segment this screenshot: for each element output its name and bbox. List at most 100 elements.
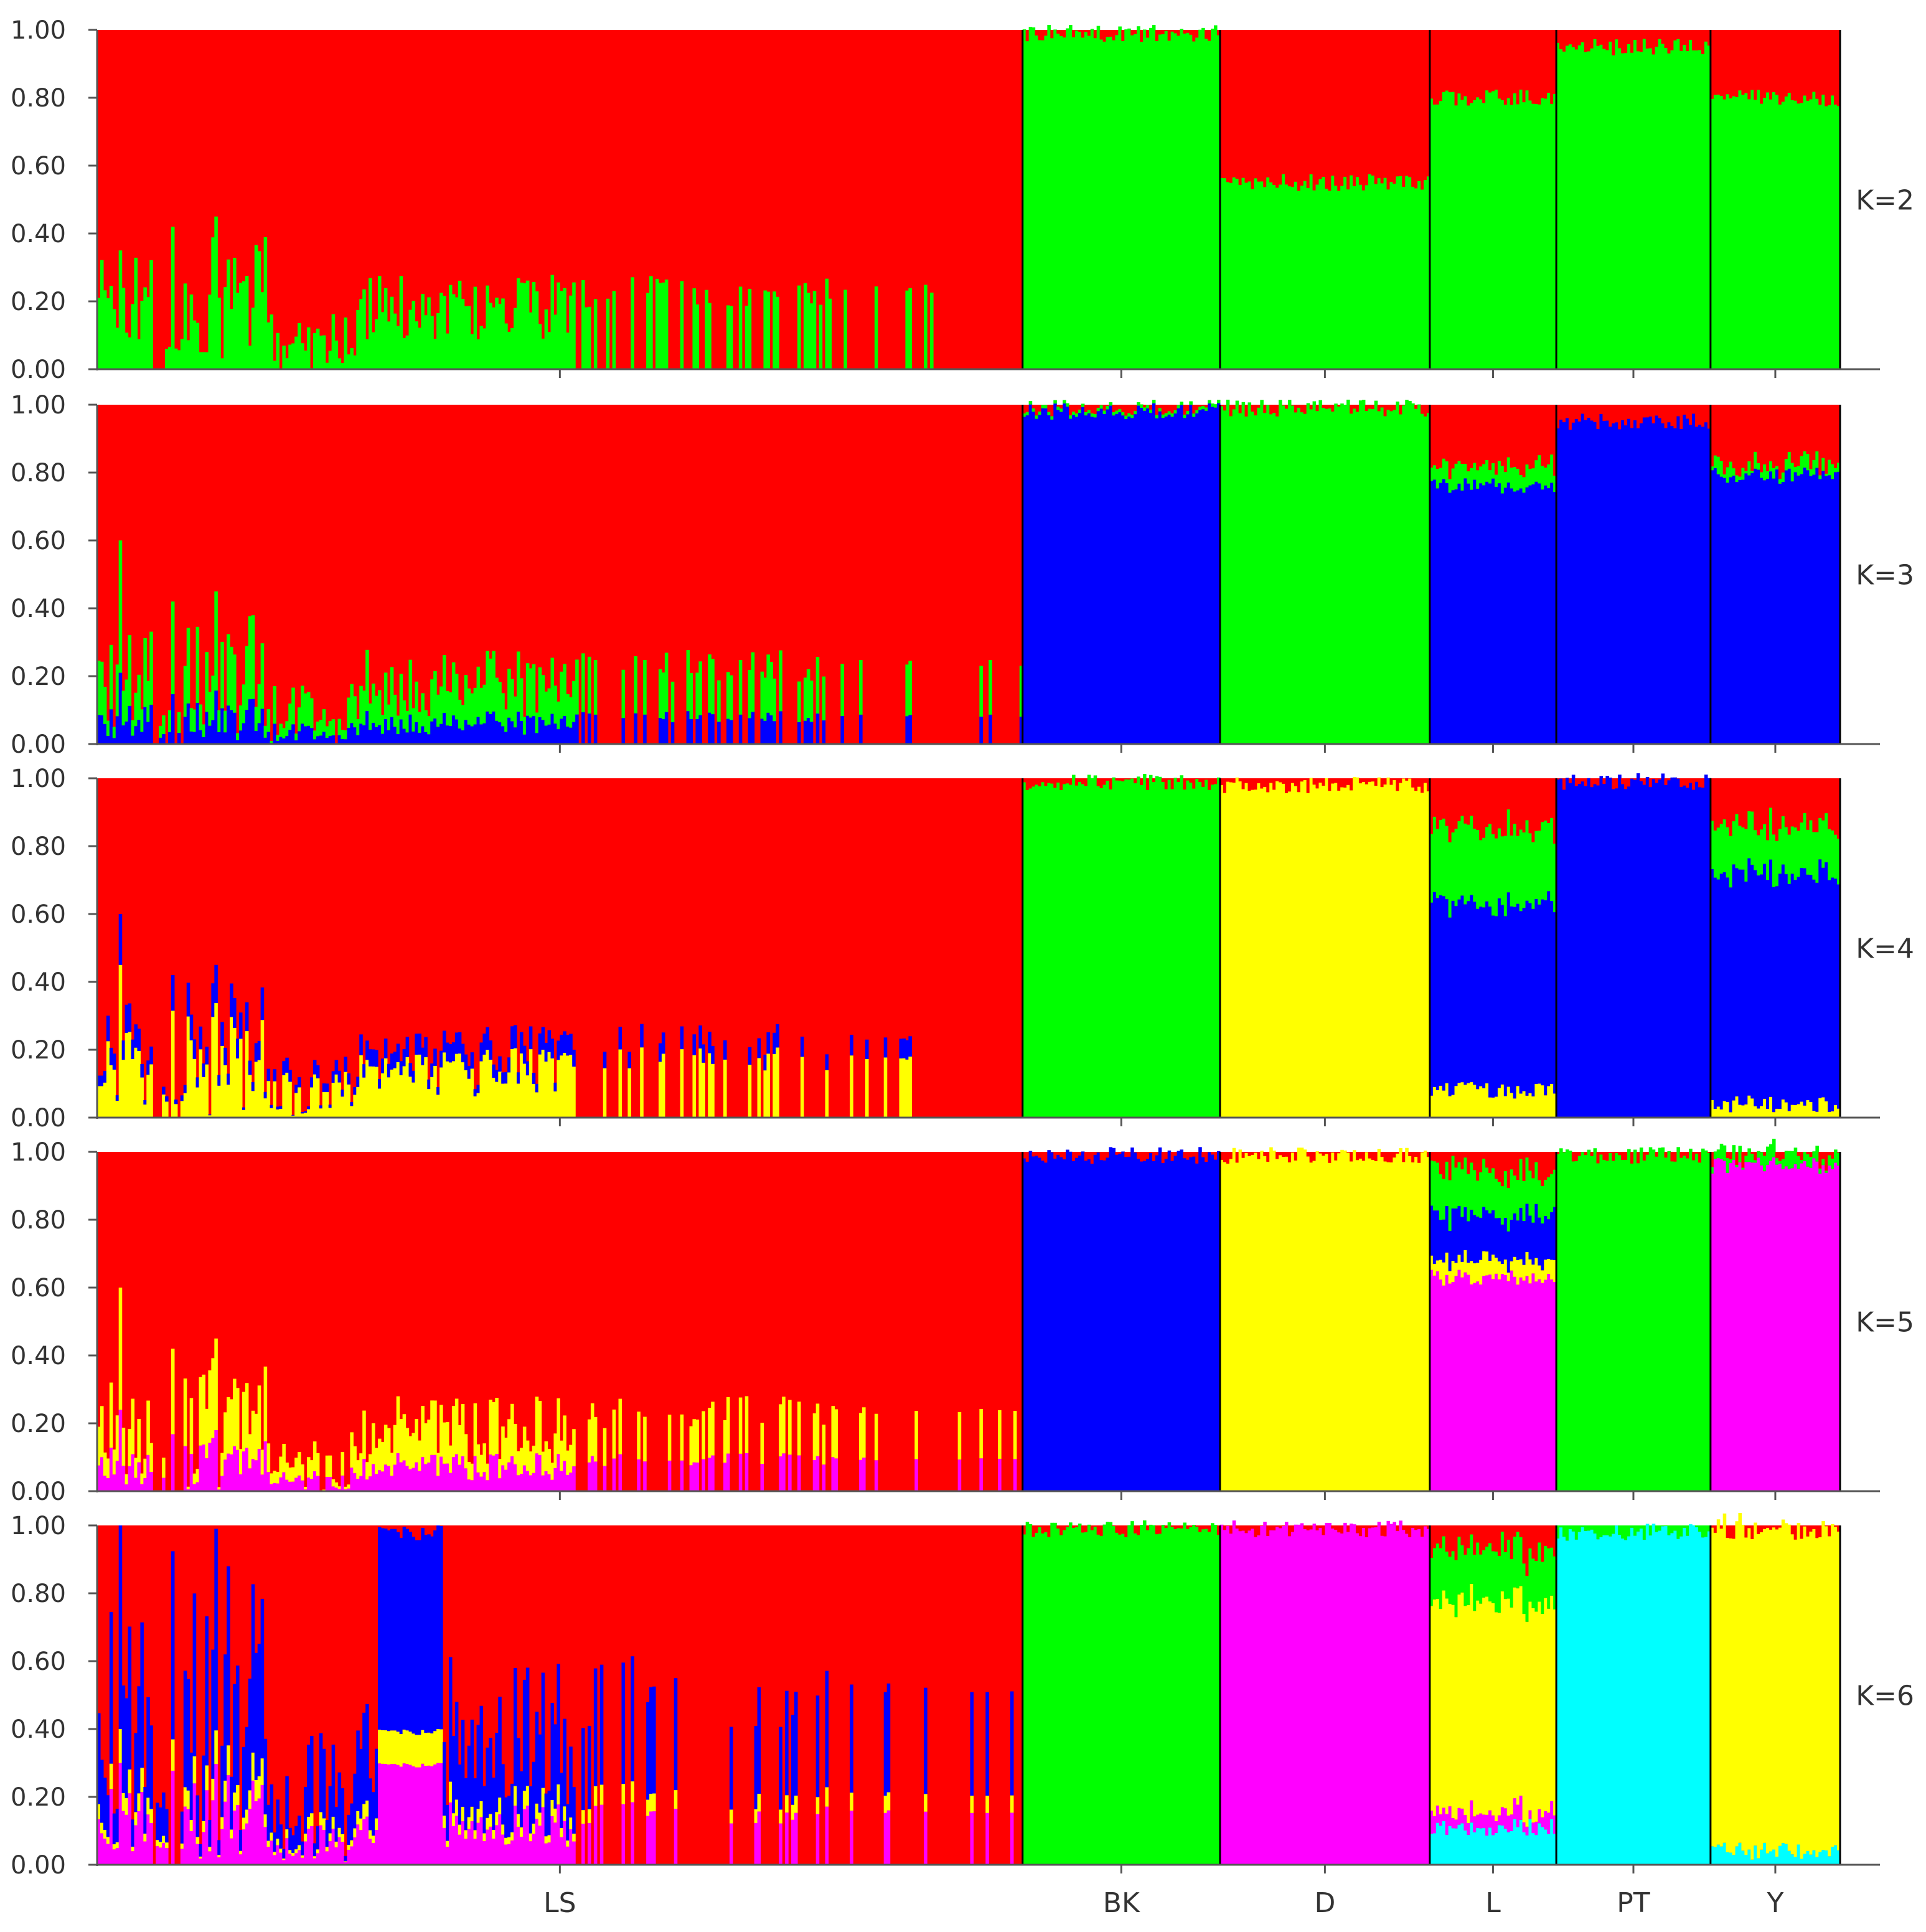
bar-segment <box>482 328 487 369</box>
bar-segment <box>1340 778 1344 788</box>
bar-segment <box>1238 778 1243 781</box>
bar-segment <box>1269 1147 1273 1491</box>
bar-segment <box>1451 490 1455 744</box>
panel-k6: 0.000.200.400.600.801.00K=6 <box>11 1512 1914 1880</box>
bar-segment <box>674 1809 678 1865</box>
bar-segment <box>100 1075 104 1086</box>
bar-segment <box>356 735 360 744</box>
bar-segment <box>482 1443 487 1473</box>
bar-segment <box>1550 454 1554 483</box>
bar-segment <box>643 659 647 715</box>
bar-segment <box>301 1113 304 1118</box>
bar-segment <box>680 1026 684 1050</box>
bar-segment <box>519 721 524 744</box>
bar-segment <box>1451 1208 1455 1261</box>
bar-segment <box>418 327 421 369</box>
bar-segment <box>1550 901 1554 1084</box>
bar-segment <box>273 1852 277 1855</box>
bar-segment <box>1442 1285 1446 1491</box>
bar-segment <box>162 1458 166 1478</box>
bar-segment <box>1522 1265 1526 1281</box>
bar-segment <box>1177 781 1181 1118</box>
bar-segment <box>396 326 400 369</box>
bar-segment <box>1793 1147 1798 1164</box>
bar-segment <box>708 712 712 744</box>
bar-segment <box>1318 1153 1323 1491</box>
bar-segment <box>1630 1527 1634 1865</box>
bar-segment <box>1744 1152 1748 1156</box>
bar-segment <box>254 707 258 732</box>
bar-segment <box>1284 30 1289 185</box>
bar-segment <box>418 1054 421 1118</box>
bar-segment <box>242 1110 246 1118</box>
bar-segment <box>825 1054 829 1070</box>
bar-segment <box>1541 1525 1544 1562</box>
bar-segment <box>1050 1152 1054 1491</box>
bar-segment <box>1544 1095 1548 1118</box>
bar-segment <box>905 290 909 369</box>
bar-segment <box>1350 413 1353 744</box>
bar-segment <box>1069 405 1073 416</box>
bar-segment <box>1787 778 1792 835</box>
bar-segment <box>1167 405 1172 412</box>
bar-segment <box>1279 1525 1282 1529</box>
bar-segment <box>1137 1535 1140 1865</box>
bar-segment <box>528 1841 533 1865</box>
bar-segment <box>266 322 271 369</box>
bar-segment <box>658 1043 662 1062</box>
bar-segment <box>473 1089 477 1096</box>
bar-segment <box>1432 778 1437 817</box>
bar-segment <box>689 719 693 744</box>
bar-segment <box>306 1109 311 1118</box>
bar-segment <box>159 1842 162 1848</box>
bar-segment <box>1781 472 1785 483</box>
bar-segment <box>359 1055 363 1118</box>
bar-segment <box>1531 405 1535 469</box>
bar-segment <box>1279 1528 1282 1865</box>
bar-segment <box>1405 1534 1409 1865</box>
bar-segment <box>1066 403 1069 407</box>
bar-segment <box>372 332 375 369</box>
bar-segment <box>1630 405 1634 428</box>
bar-segment <box>1760 472 1764 478</box>
bar-segment <box>1763 1156 1767 1172</box>
bar-segment <box>1837 463 1841 472</box>
bar-segment <box>1213 778 1218 785</box>
bar-segment <box>1112 1147 1116 1491</box>
bar-segment <box>1282 1157 1285 1491</box>
bar-segment <box>319 720 323 736</box>
bar-segment <box>1642 39 1646 370</box>
bar-segment <box>590 1403 594 1456</box>
bar-segment <box>1374 1152 1378 1161</box>
bar-segment <box>1556 405 1560 429</box>
bar-segment <box>1439 30 1443 101</box>
bar-segment <box>1047 405 1051 412</box>
bar-segment <box>1312 30 1317 191</box>
bar-segment <box>1448 1604 1452 1807</box>
bar-segment <box>1282 405 1285 744</box>
bar-segment <box>1232 177 1236 369</box>
bar-segment <box>1809 778 1813 821</box>
bar-segment <box>569 1473 573 1491</box>
bar-segment <box>1510 1152 1514 1170</box>
bar-segment <box>208 1114 212 1116</box>
bar-segment <box>1522 102 1526 370</box>
bar-segment <box>553 1724 558 1809</box>
bar-segment <box>1266 792 1270 1118</box>
bar-segment <box>1451 1281 1455 1491</box>
bar-segment <box>1201 1529 1205 1865</box>
bar-segment <box>1423 180 1427 369</box>
bar-segment <box>547 1842 552 1865</box>
bar-segment <box>1445 899 1449 1083</box>
bar-segment <box>522 1063 527 1118</box>
bar-segment <box>1460 816 1464 896</box>
bar-segment <box>1050 416 1054 420</box>
bar-segment <box>1612 1534 1615 1865</box>
bar-segment <box>421 726 425 744</box>
bar-segment <box>1448 842 1452 918</box>
bar-segment <box>1013 1411 1017 1459</box>
bar-segment <box>501 1072 505 1084</box>
population-y <box>1710 1138 1841 1491</box>
bar-segment <box>430 1077 434 1118</box>
bar-segment <box>1161 34 1165 369</box>
